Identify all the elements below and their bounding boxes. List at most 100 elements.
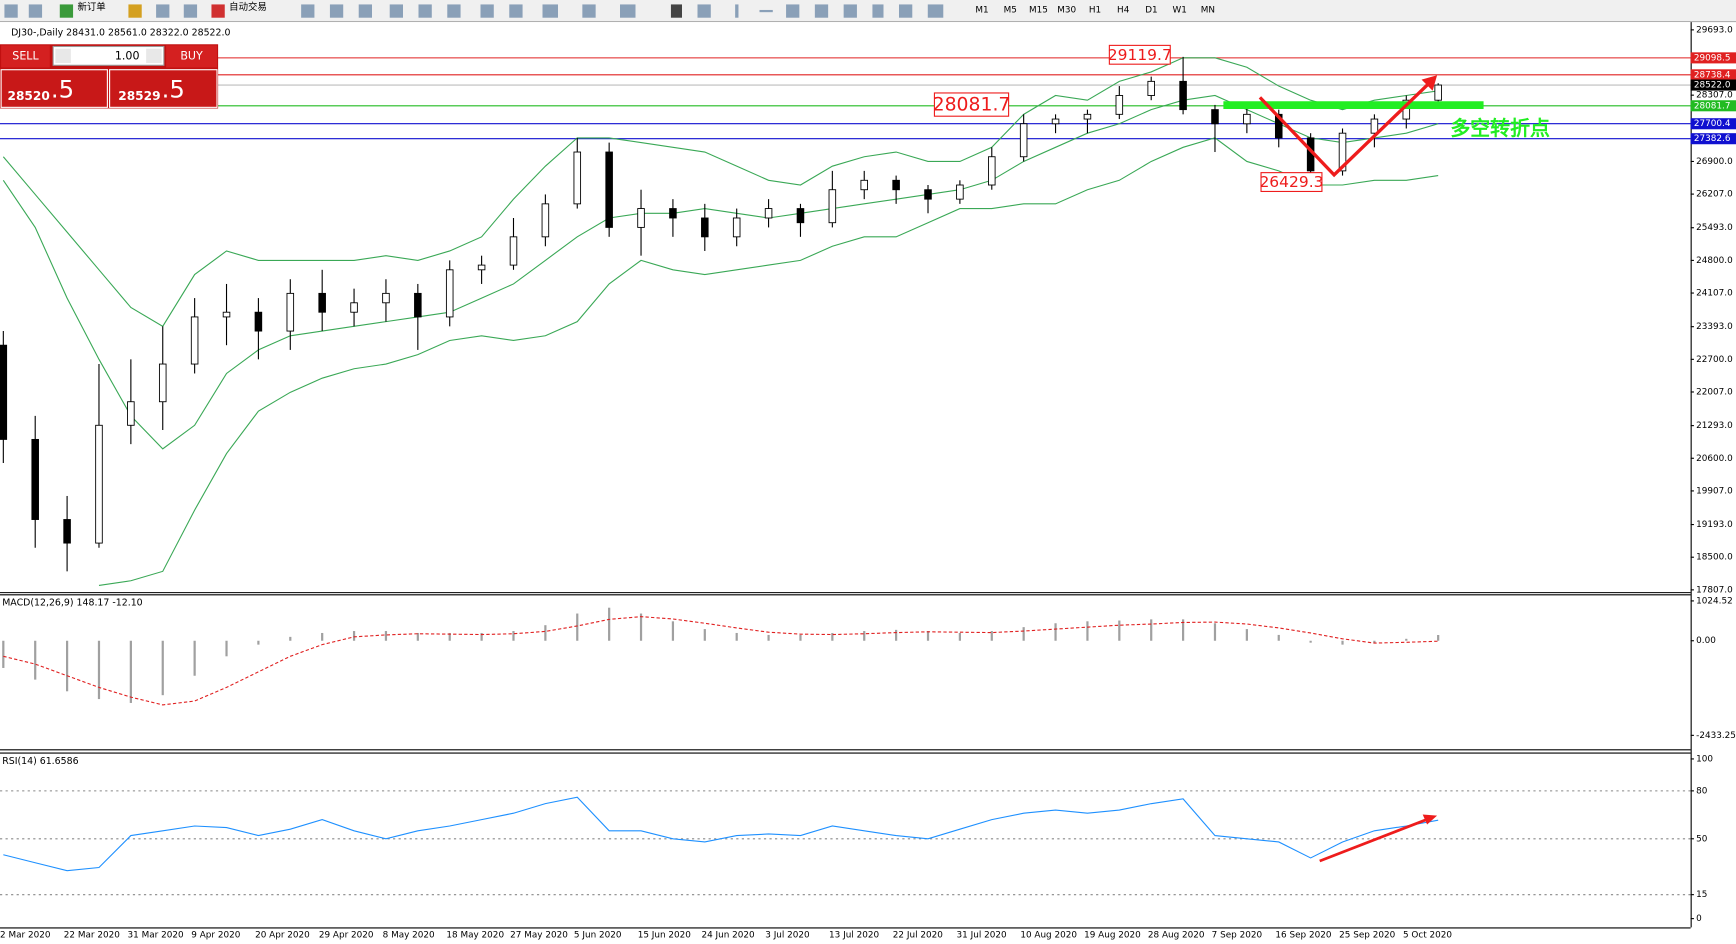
timeframe-button[interactable]: H4: [1117, 5, 1130, 15]
y-tick-label: 0.00: [1696, 636, 1716, 646]
candle-body: [573, 151, 582, 205]
lot-down[interactable]: [55, 48, 71, 64]
icon[interactable]: [301, 4, 315, 18]
icon[interactable]: [542, 4, 559, 18]
candle-body: [701, 217, 709, 238]
icon[interactable]: [418, 4, 432, 18]
ask-fraction[interactable]: .5: [162, 75, 185, 104]
candle-body: [254, 311, 263, 332]
x-tick-label: 27 May 2020: [510, 931, 568, 941]
icon[interactable]: [128, 4, 142, 18]
timeframe-button[interactable]: W1: [1172, 5, 1186, 15]
new-order-button[interactable]: 新订单: [78, 1, 106, 13]
candle-body: [1211, 109, 1219, 125]
annotation-box: [1108, 44, 1171, 65]
y-tick-label: 1024.52: [1696, 596, 1733, 606]
x-tick-label: 22 Jul 2020: [893, 931, 943, 941]
x-tick-label: 31 Jul 2020: [957, 931, 1007, 941]
timeframe-button[interactable]: M15: [1029, 5, 1048, 15]
icon[interactable]: [389, 4, 403, 18]
lot-input[interactable]: [52, 45, 165, 66]
x-tick-label: 31 Mar 2020: [128, 931, 184, 941]
ask-button[interactable]: [109, 69, 218, 108]
y-tick-label: 22700.0: [1696, 355, 1733, 365]
x-tick-label: 13 Jul 2020: [829, 931, 879, 941]
icon[interactable]: [183, 4, 198, 18]
y-tick-label: 80: [1696, 786, 1708, 796]
bid-price[interactable]: 28520: [8, 89, 50, 103]
x-tick-label: 16 Sep 2020: [1275, 931, 1331, 941]
candle-body: [988, 156, 996, 186]
candle-body: [796, 208, 805, 224]
bid-fraction[interactable]: .5: [51, 75, 74, 104]
auto-trade-button[interactable]: 自动交易: [229, 1, 267, 13]
annotation-box: [1260, 172, 1323, 193]
y-tick-label: 20600.0: [1696, 454, 1733, 464]
candle-body: [1051, 118, 1060, 125]
icon[interactable]: [899, 4, 913, 18]
icon[interactable]: [927, 4, 944, 18]
lot-up[interactable]: [146, 48, 162, 64]
lot-value[interactable]: 1.00: [115, 49, 140, 62]
x-tick-label: 10 Aug 2020: [1020, 931, 1077, 941]
timeframe-button[interactable]: M1: [975, 5, 988, 15]
y-tick-label: 50: [1696, 834, 1708, 844]
plot: 29693.0 28307.0 26900.0 26207.0 25493.0 24800…: [0, 25, 1736, 924]
candle-body: [1115, 95, 1124, 115]
price-label-bg: [1690, 100, 1736, 112]
price-label: 29098.5: [1694, 53, 1731, 63]
timeframe-button[interactable]: MN: [1201, 5, 1215, 15]
icon[interactable]: [480, 4, 494, 18]
icon[interactable]: [697, 4, 711, 18]
candle-body: [158, 363, 167, 403]
candle-body: [350, 302, 358, 313]
candle-body: [764, 208, 773, 219]
ask-price[interactable]: 28529: [118, 89, 160, 103]
price-label-bg: [1690, 79, 1736, 91]
y-tick-label: 26207.0: [1696, 190, 1733, 200]
buy-label[interactable]: BUY: [180, 49, 203, 62]
icon[interactable]: [843, 4, 857, 18]
icon[interactable]: [735, 4, 739, 18]
rsi-line: [3, 796, 1439, 872]
candle-body: [1338, 132, 1347, 172]
icon[interactable]: [447, 4, 461, 18]
timeframe-button[interactable]: M30: [1057, 5, 1076, 15]
timeframe-button[interactable]: M5: [1004, 5, 1017, 15]
candle-body: [732, 217, 741, 238]
annotation: 28081.7: [933, 95, 1011, 116]
y-tick-label: 100: [1696, 754, 1713, 764]
x-tick-label: 22 Mar 2020: [64, 931, 120, 941]
annotation: 29119.7: [1108, 46, 1172, 64]
annotation: 26429.3: [1259, 173, 1323, 191]
icon[interactable]: [620, 4, 636, 18]
bid-button[interactable]: [0, 69, 108, 108]
x-tick-label: 24 Jun 2020: [701, 931, 755, 941]
icon[interactable]: [872, 4, 884, 18]
sell-button[interactable]: [1, 45, 50, 68]
icon[interactable]: [156, 4, 170, 18]
sell-label[interactable]: SELL: [12, 49, 39, 62]
price-label-bg: [1690, 52, 1736, 64]
buy-button[interactable]: [166, 45, 217, 68]
icon[interactable]: [59, 4, 74, 18]
icon[interactable]: [814, 4, 829, 18]
icon[interactable]: [509, 4, 523, 18]
timeframe-button[interactable]: D1: [1145, 5, 1157, 15]
candle-body: [477, 264, 486, 271]
candle-body: [1274, 113, 1283, 139]
icon[interactable]: [211, 4, 225, 18]
trend-arrow: [1258, 80, 1432, 178]
y-tick-label: -2433.25: [1696, 731, 1736, 741]
icon[interactable]: [670, 4, 682, 18]
x-tick-label: 9 Apr 2020: [191, 931, 240, 941]
icon[interactable]: [358, 4, 372, 18]
y-tick-label: 23393.0: [1696, 322, 1733, 332]
icon[interactable]: [786, 4, 800, 18]
icon[interactable]: [582, 4, 596, 18]
icon[interactable]: [329, 4, 344, 18]
icon[interactable]: [759, 9, 773, 13]
timeframe-button[interactable]: H1: [1089, 5, 1101, 15]
y-tick-label: 19907.0: [1696, 486, 1733, 496]
